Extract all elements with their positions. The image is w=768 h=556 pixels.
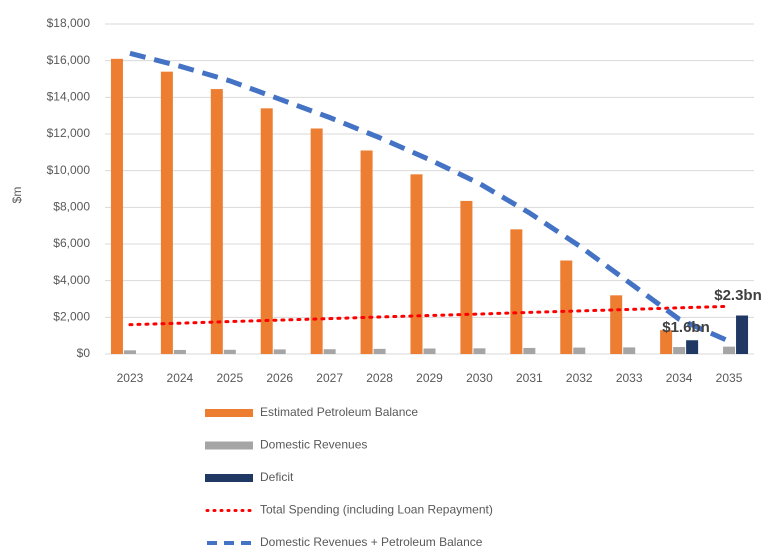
bar bbox=[260, 108, 273, 354]
bar bbox=[223, 349, 236, 354]
bar bbox=[460, 200, 473, 354]
x-tick-label: 2025 bbox=[216, 371, 243, 385]
x-tick-label: 2024 bbox=[167, 371, 194, 385]
y-tick-label: $16,000 bbox=[47, 53, 91, 67]
bar bbox=[623, 347, 636, 354]
x-tick-label: 2027 bbox=[316, 371, 343, 385]
x-tick-label: 2033 bbox=[616, 371, 643, 385]
x-tick-label: 2032 bbox=[566, 371, 593, 385]
line bbox=[128, 304, 731, 327]
bar bbox=[660, 330, 673, 354]
legend-swatch bbox=[205, 441, 253, 450]
y-tick-label: $4,000 bbox=[53, 273, 90, 287]
bar bbox=[673, 347, 686, 354]
bar bbox=[573, 347, 586, 354]
bar bbox=[610, 295, 623, 354]
bar bbox=[560, 260, 573, 354]
y-tick-label: $18,000 bbox=[47, 16, 91, 30]
bar bbox=[423, 348, 436, 354]
bar bbox=[736, 315, 749, 354]
bar bbox=[410, 174, 423, 354]
x-tick-label: 2035 bbox=[716, 371, 743, 385]
line bbox=[129, 50, 731, 344]
bar bbox=[160, 71, 173, 355]
x-tick-label: 2026 bbox=[266, 371, 293, 385]
y-axis-label: $m bbox=[10, 187, 24, 204]
x-tick-label: 2029 bbox=[416, 371, 443, 385]
bar bbox=[273, 349, 286, 354]
legend-label: Deficit bbox=[260, 470, 294, 484]
bar bbox=[110, 58, 123, 354]
legend-label: Domestic Revenues + Petroleum Balance bbox=[260, 535, 483, 549]
bar bbox=[210, 89, 223, 354]
bar bbox=[310, 128, 323, 354]
legend-swatch bbox=[205, 474, 253, 482]
y-tick-label: $12,000 bbox=[47, 126, 91, 140]
plot: $0 $2,000 $4,000 $6,000 $8,000 $10,000 $12,000… bbox=[47, 16, 754, 549]
bar bbox=[686, 340, 699, 354]
bar bbox=[360, 150, 373, 354]
annotation: $2.3bn bbox=[714, 287, 762, 304]
y-tick-label: $10,000 bbox=[47, 163, 91, 177]
bar bbox=[510, 229, 523, 354]
y-tick-label: $2,000 bbox=[53, 310, 90, 324]
legend-label: Domestic Revenues bbox=[260, 438, 367, 452]
bar bbox=[373, 348, 386, 354]
x-tick-label: 2023 bbox=[117, 371, 144, 385]
y-tick-label: $0 bbox=[77, 346, 91, 360]
bar bbox=[473, 348, 486, 354]
legend-label: Estimated Petroleum Balance bbox=[260, 405, 418, 419]
x-tick-label: 2030 bbox=[466, 371, 493, 385]
y-tick-label: $14,000 bbox=[47, 90, 91, 104]
bar bbox=[723, 346, 736, 354]
x-tick-label: 2028 bbox=[366, 371, 393, 385]
bar bbox=[323, 349, 336, 354]
y-tick-label: $8,000 bbox=[53, 200, 90, 214]
bar bbox=[523, 347, 536, 354]
x-tick-label: 2034 bbox=[666, 371, 693, 385]
bar bbox=[123, 350, 136, 354]
x-tick-label: 2031 bbox=[516, 371, 543, 385]
y-tick-label: $6,000 bbox=[53, 236, 90, 250]
annotation: $1.6bn bbox=[662, 319, 710, 336]
legend-swatch bbox=[205, 409, 253, 417]
legend-label: Total Spending (including Loan Repayment… bbox=[260, 503, 493, 517]
bar bbox=[173, 349, 186, 354]
